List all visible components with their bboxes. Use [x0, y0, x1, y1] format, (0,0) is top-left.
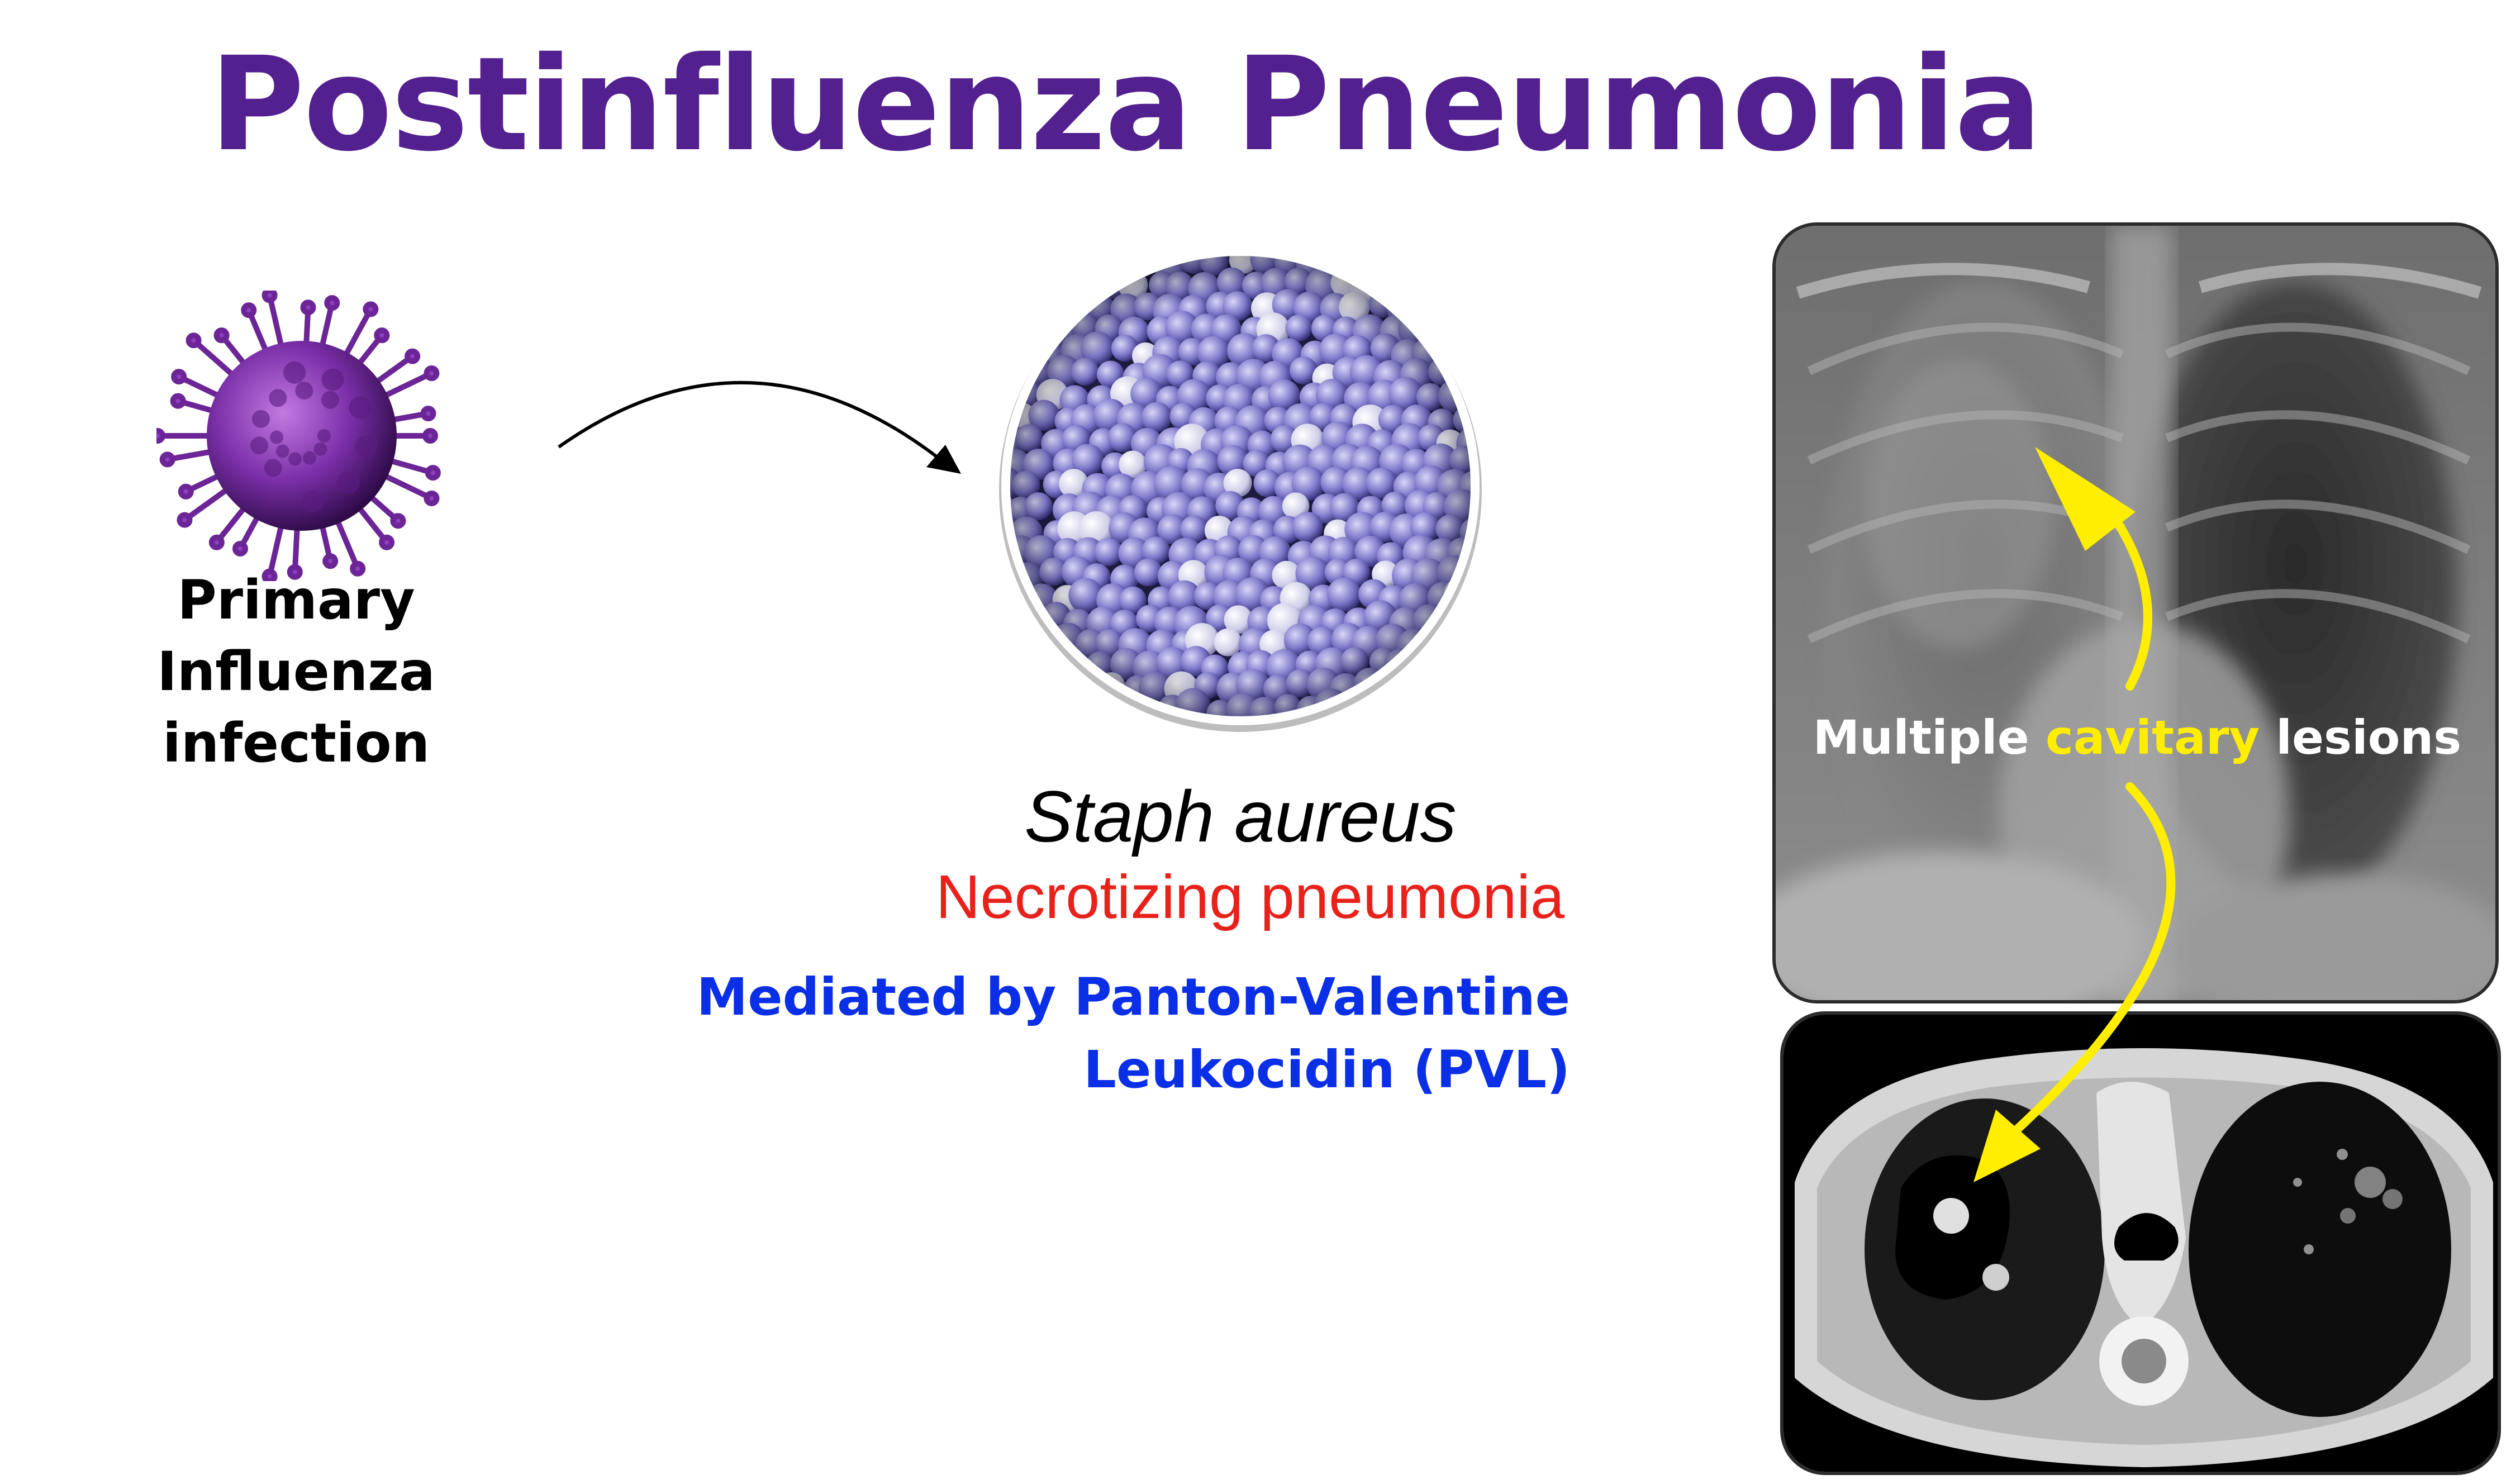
lesion-label-prefix: Multiple [1813, 710, 2046, 765]
bacteria-mechanism: Mediated by Panton-Valentine Leukocidin … [615, 961, 1570, 1106]
bacteria-name: Staph aureus [1024, 776, 1457, 857]
mechanism-line2: Leukocidin (PVL) [1083, 1040, 1570, 1100]
virus-label-line1: Primary Influenza [157, 569, 435, 703]
virus-label-line2: infection [162, 712, 430, 774]
page-title: Postinfluenza Pneumonia [210, 29, 2042, 180]
lesion-label-suffix: lesions [2260, 710, 2462, 765]
mechanism-line1: Mediated by Panton-Valentine [696, 967, 1570, 1027]
bacteria-effect: Necrotizing pneumonia [935, 863, 1564, 931]
lesion-label-highlight: cavitary [2045, 710, 2260, 765]
virus-label: Primary Influenza infection [45, 564, 548, 779]
lesion-label: Multiple cavitary lesions [1777, 710, 2498, 766]
influenza-virus-icon [156, 291, 441, 581]
curved-arrow-icon [558, 380, 961, 474]
chest-ct-image [1780, 1011, 2501, 1475]
chest-xray-image [1772, 222, 2499, 1003]
staphylococcus-micrograph [999, 247, 1482, 732]
